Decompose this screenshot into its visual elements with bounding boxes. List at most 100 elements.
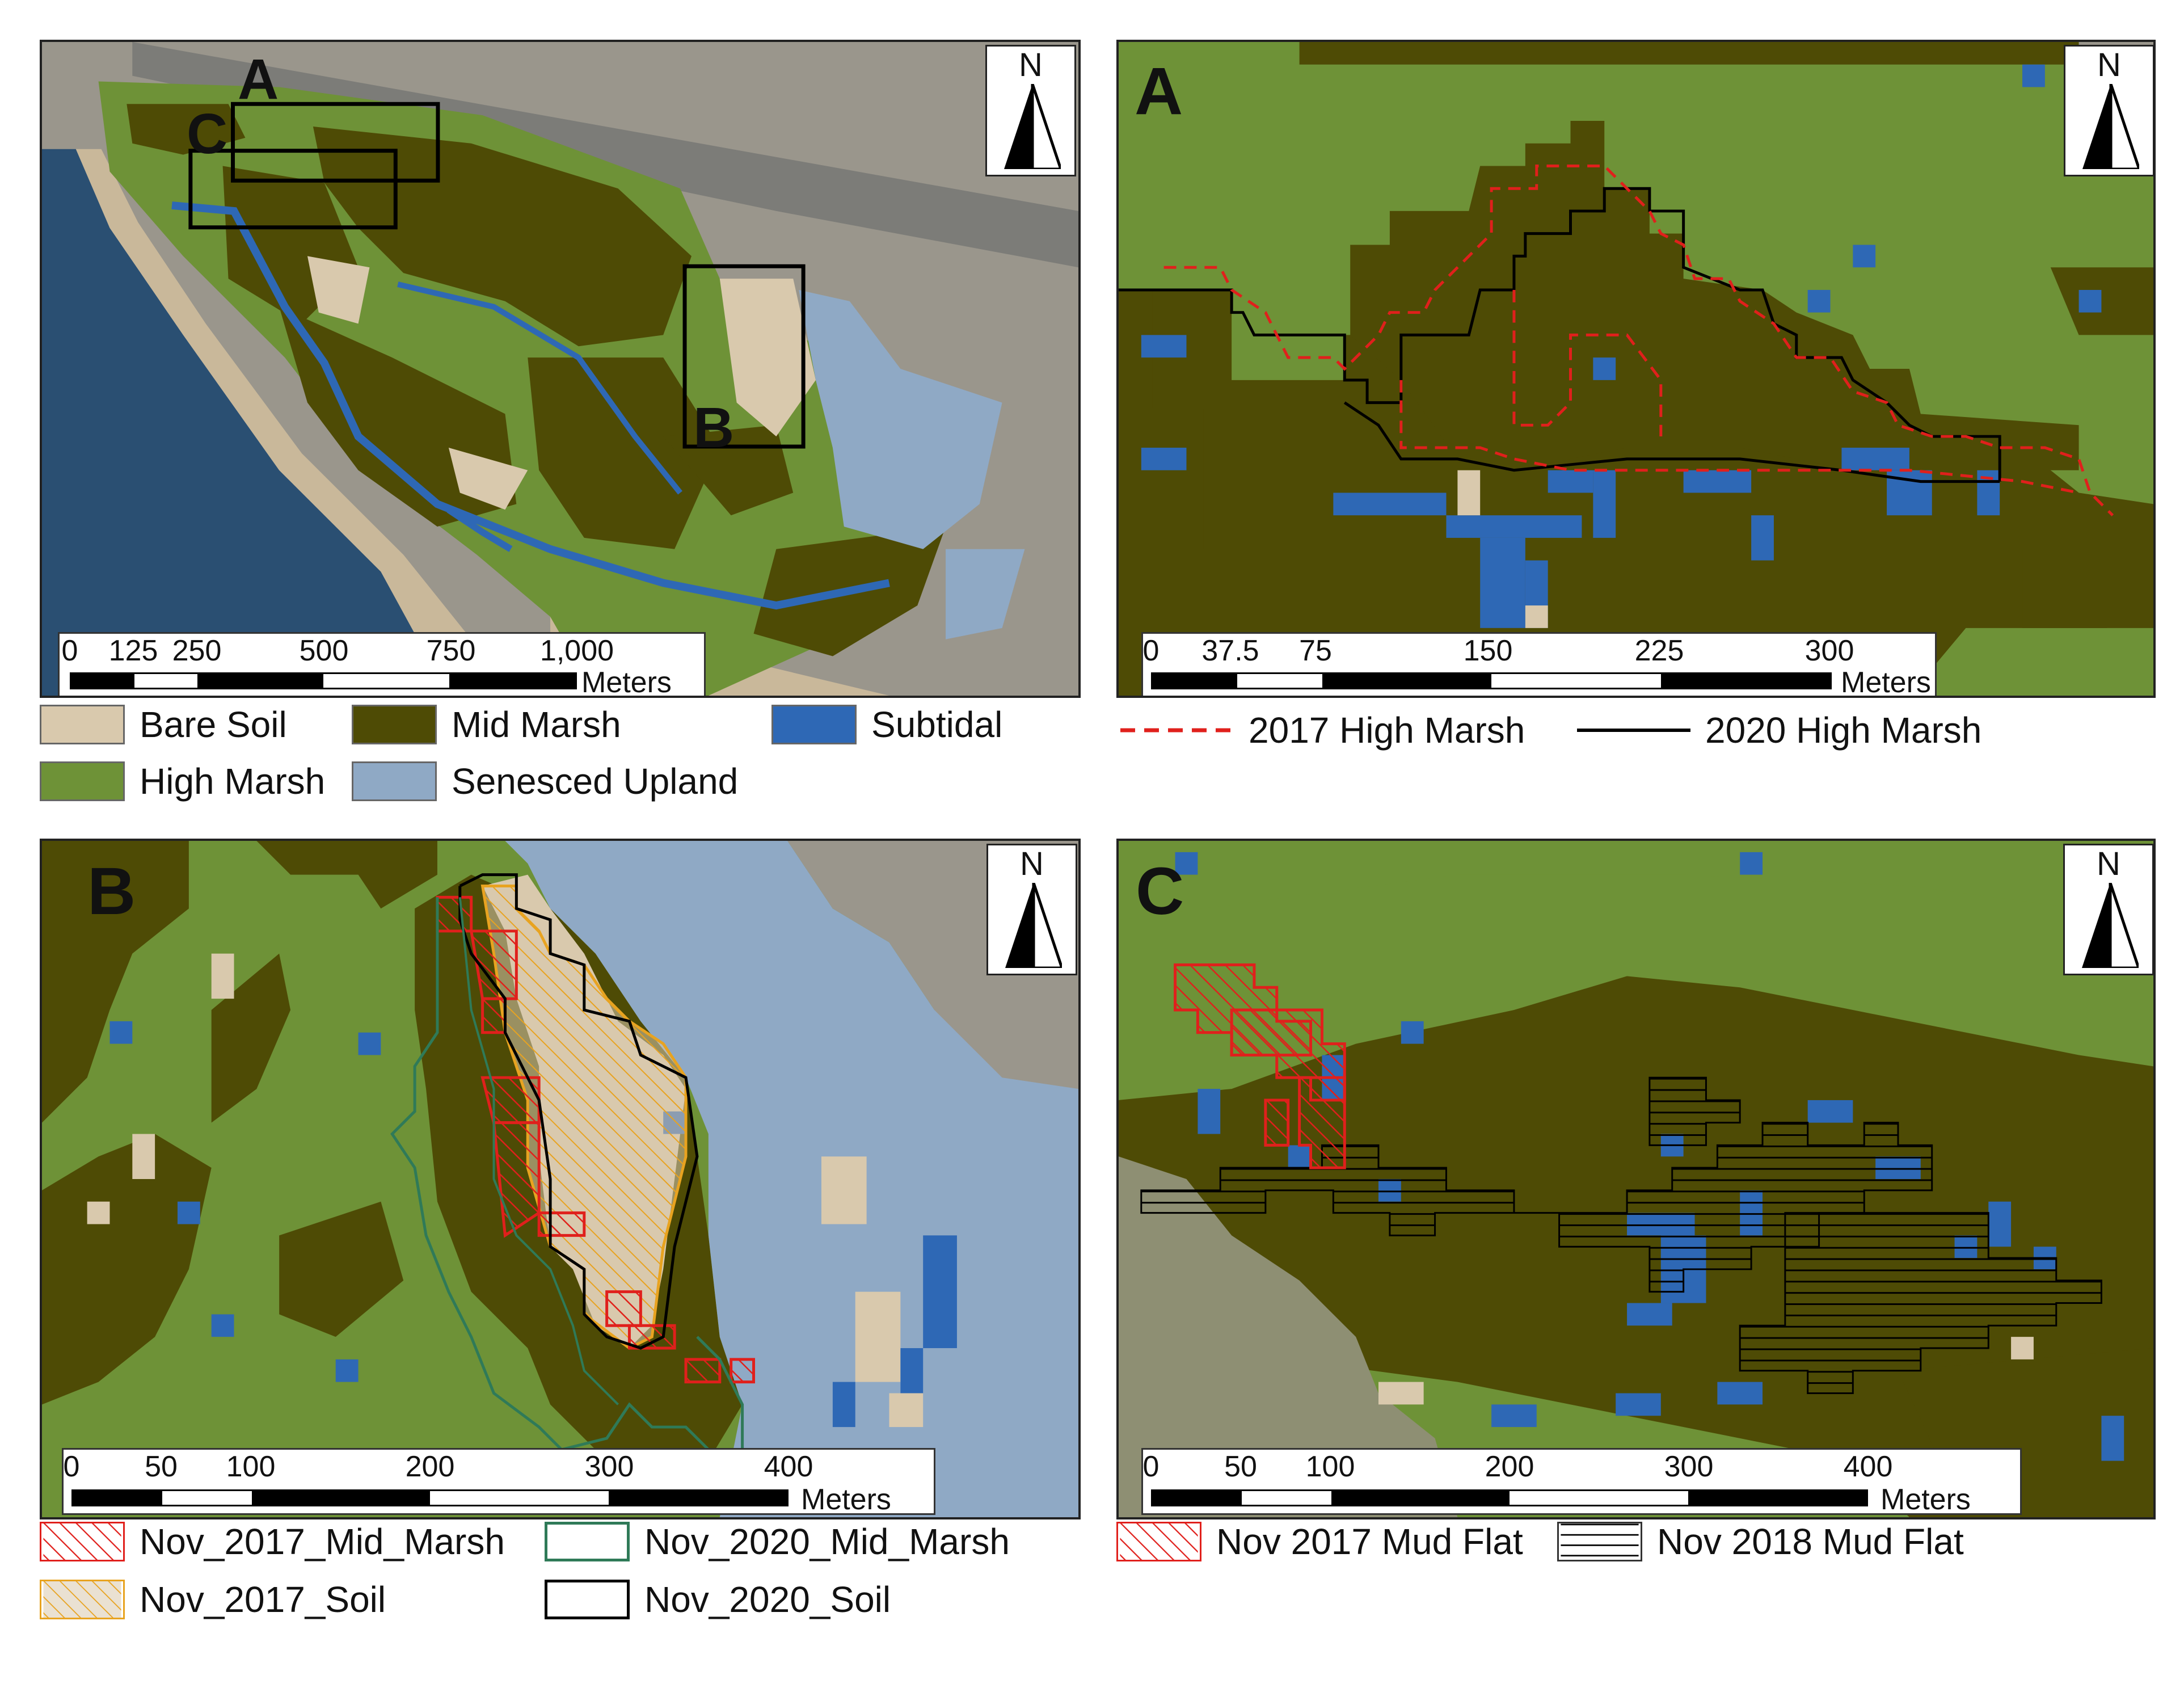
legend-item-nov-2017-soil: Nov_2017_Soil bbox=[40, 1577, 386, 1622]
scale-tick: 250 bbox=[172, 634, 222, 667]
legend-label: Nov_2020_Mid_Marsh bbox=[644, 1521, 1010, 1562]
legend-item-nov-2020-mid-marsh: Nov_2020_Mid_Marsh bbox=[545, 1519, 1010, 1564]
scale-tick: 200 bbox=[1485, 1450, 1534, 1483]
north-label: N bbox=[2097, 47, 2121, 83]
inset-label-a: A bbox=[238, 48, 279, 111]
panel-c-map: C N 0 50 100 200 300 400 Meters bbox=[1116, 839, 2156, 1519]
legend-label: Nov_2017_Soil bbox=[140, 1579, 386, 1620]
north-arrow: N bbox=[985, 45, 1076, 176]
scale-tick: 200 bbox=[405, 1450, 455, 1483]
scale-tick: 0 bbox=[61, 634, 78, 667]
scale-tick: 300 bbox=[1664, 1450, 1714, 1483]
north-arrow-icon bbox=[2082, 84, 2139, 169]
scale-tick: 300 bbox=[1804, 634, 1854, 667]
legend-item-bare-soil: Bare Soil bbox=[40, 702, 287, 747]
north-arrow-icon bbox=[1004, 84, 1061, 169]
legend-label: 2020 High Marsh bbox=[1705, 710, 1982, 751]
legend-label: High Marsh bbox=[140, 761, 326, 802]
red-hatch-swatch-icon bbox=[40, 1522, 125, 1561]
scale-tick: 75 bbox=[1299, 634, 1332, 667]
north-arrow-icon bbox=[1005, 883, 1062, 968]
legend-label: Bare Soil bbox=[140, 704, 287, 745]
legend-item-2020-high-marsh: 2020 High Marsh bbox=[1577, 708, 1981, 752]
legend-label: Mid Marsh bbox=[452, 704, 621, 745]
scale-tick: 500 bbox=[299, 634, 349, 667]
scale-bar: 0 50 100 200 300 400 Meters bbox=[1141, 1448, 2022, 1515]
legend-item-mid-marsh: Mid Marsh bbox=[352, 702, 621, 747]
scale-units: Meters bbox=[801, 1483, 891, 1516]
legend-label: Nov 2017 Mud Flat bbox=[1216, 1521, 1523, 1562]
scale-bar-graphic bbox=[1151, 672, 1832, 689]
north-arrow: N bbox=[986, 844, 1077, 975]
scale-tick: 150 bbox=[1463, 634, 1513, 667]
scale-tick: 300 bbox=[584, 1450, 634, 1483]
legend-item-subtidal: Subtidal bbox=[771, 702, 1002, 747]
panel-a-map-image bbox=[1119, 42, 2153, 696]
panel-b-map: B N 0 50 100 200 300 400 Meters bbox=[40, 839, 1081, 1519]
scale-tick: 100 bbox=[226, 1450, 276, 1483]
legend-label: Senesced Upland bbox=[452, 761, 739, 802]
scale-tick: 0 bbox=[1142, 1450, 1160, 1483]
scale-bar: 0 50 100 200 300 400 Meters bbox=[62, 1448, 935, 1515]
north-arrow: N bbox=[2064, 45, 2153, 176]
scale-tick: 50 bbox=[145, 1450, 178, 1483]
scale-tick: 400 bbox=[1843, 1450, 1893, 1483]
scale-units: Meters bbox=[1881, 1483, 1971, 1516]
legend-item-senesced-upland: Senesced Upland bbox=[352, 759, 738, 803]
scale-units: Meters bbox=[1841, 666, 1931, 698]
high-marsh-swatch bbox=[40, 761, 125, 801]
north-arrow: N bbox=[2063, 844, 2153, 975]
legend-item-nov-2017-mud-flat: Nov 2017 Mud Flat bbox=[1116, 1519, 1523, 1564]
black-horizontal-hatch-swatch-icon bbox=[1557, 1522, 1642, 1561]
scale-bar: 0 125 250 500 750 1,000 Meters bbox=[58, 632, 706, 698]
scale-tick: 225 bbox=[1634, 634, 1684, 667]
north-label: N bbox=[1019, 47, 1043, 83]
panel-c-map-image bbox=[1119, 841, 2153, 1517]
inset-label-c: C bbox=[187, 102, 228, 166]
legend-label: Nov 2018 Mud Flat bbox=[1657, 1521, 1964, 1562]
north-label: N bbox=[1020, 845, 1044, 882]
panel-c-letter: C bbox=[1136, 854, 1184, 929]
scale-tick: 400 bbox=[764, 1450, 813, 1483]
bare-soil-swatch bbox=[40, 705, 125, 744]
scale-bar-graphic bbox=[70, 672, 577, 689]
scale-tick: 100 bbox=[1305, 1450, 1355, 1483]
scale-tick: 125 bbox=[108, 634, 158, 667]
scale-tick: 0 bbox=[1142, 634, 1160, 667]
red-hatch-swatch-icon bbox=[1116, 1522, 1201, 1561]
north-arrow-icon bbox=[2082, 883, 2139, 968]
scale-bar: 0 37.5 75 150 225 300 Meters bbox=[1141, 632, 1937, 698]
legend-item-2017-high-marsh: 2017 High Marsh bbox=[1120, 708, 1525, 752]
legend-label: Subtidal bbox=[871, 704, 1003, 745]
legend-label: Nov_2017_Mid_Marsh bbox=[140, 1521, 505, 1562]
mid-marsh-swatch bbox=[352, 705, 437, 744]
scale-bar-graphic bbox=[71, 1489, 789, 1506]
legend-label: Nov_2020_Soil bbox=[644, 1579, 891, 1620]
orange-hatch-swatch-icon bbox=[40, 1580, 125, 1619]
scale-bar-graphic bbox=[1151, 1489, 1868, 1506]
legend-label: 2017 High Marsh bbox=[1249, 710, 1525, 751]
scale-units: Meters bbox=[581, 666, 672, 698]
senesced-upland-swatch bbox=[352, 761, 437, 801]
scale-tick: 0 bbox=[63, 1450, 80, 1483]
legend-item-high-marsh: High Marsh bbox=[40, 759, 325, 803]
panel-b-letter: B bbox=[87, 854, 136, 929]
inset-label-b: B bbox=[693, 396, 735, 460]
dashed-red-line-icon bbox=[1120, 728, 1234, 733]
overview-map-panel: A C B N 0 125 250 500 750 1,000 Meters bbox=[40, 40, 1081, 698]
subtidal-swatch bbox=[771, 705, 857, 744]
panel-a-letter: A bbox=[1135, 54, 1183, 129]
legend-item-nov-2018-mud-flat: Nov 2018 Mud Flat bbox=[1557, 1519, 1964, 1564]
panel-a-map: A N 0 37.5 75 150 225 300 Meters bbox=[1116, 40, 2156, 698]
solid-black-line-icon bbox=[1577, 729, 1690, 732]
panel-b-map-image bbox=[42, 841, 1078, 1517]
legend-item-nov-2017-mid-marsh: Nov_2017_Mid_Marsh bbox=[40, 1519, 505, 1564]
black-outline-swatch-icon bbox=[545, 1580, 630, 1619]
legend-item-nov-2020-soil: Nov_2020_Soil bbox=[545, 1577, 891, 1622]
scale-tick: 1,000 bbox=[539, 634, 614, 667]
green-outline-swatch-icon bbox=[545, 1522, 630, 1561]
scale-tick: 37.5 bbox=[1201, 634, 1259, 667]
north-label: N bbox=[2097, 845, 2120, 882]
scale-tick: 750 bbox=[426, 634, 476, 667]
scale-tick: 50 bbox=[1224, 1450, 1257, 1483]
